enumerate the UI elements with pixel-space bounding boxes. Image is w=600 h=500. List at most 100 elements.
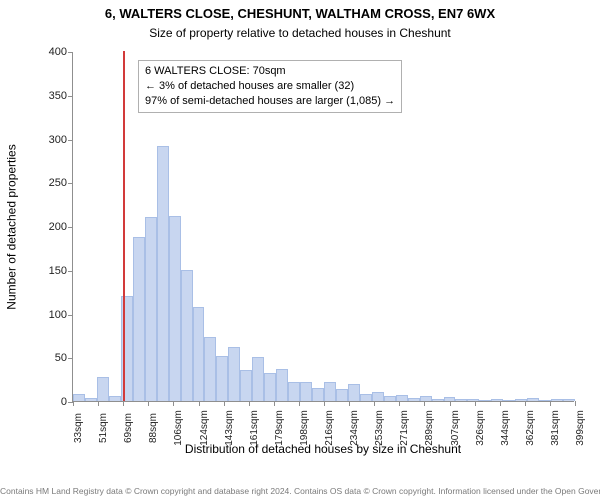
histogram-bar <box>384 396 396 401</box>
x-tick-label: 253sqm <box>374 410 385 446</box>
x-tick-label: 143sqm <box>224 410 235 446</box>
y-tick-mark <box>68 358 73 359</box>
x-tick-label: 33sqm <box>73 413 84 443</box>
histogram-bar <box>479 400 491 401</box>
annotation-line: ← 3% of detached houses are smaller (32) <box>145 79 395 94</box>
histogram-bar <box>133 237 145 402</box>
histogram-bar <box>193 307 205 402</box>
x-tick-mark <box>500 401 501 406</box>
x-tick-mark <box>525 401 526 406</box>
x-tick-label: 161sqm <box>249 410 260 446</box>
histogram-bar <box>324 382 336 401</box>
histogram-bar <box>336 389 348 401</box>
x-tick-label: 51sqm <box>98 413 109 443</box>
footer-credit: Contains HM Land Registry data © Crown c… <box>0 486 600 496</box>
x-tick-label: 216sqm <box>324 410 335 446</box>
y-tick-mark <box>68 183 73 184</box>
x-tick-label: 198sqm <box>299 410 310 446</box>
histogram-bar <box>467 399 479 401</box>
x-tick-label: 124sqm <box>199 410 210 446</box>
histogram-bar <box>288 382 300 401</box>
y-tick-mark <box>68 271 73 272</box>
histogram-bar <box>169 216 181 402</box>
title-line1: 6, WALTERS CLOSE, CHESHUNT, WALTHAM CROS… <box>0 6 600 21</box>
x-tick-mark <box>123 401 124 406</box>
figure: 6, WALTERS CLOSE, CHESHUNT, WALTHAM CROS… <box>0 0 600 500</box>
x-tick-label: 362sqm <box>525 410 536 446</box>
y-axis-label-text: Number of detached properties <box>5 144 19 309</box>
marker-line <box>123 51 125 401</box>
x-tick-mark <box>349 401 350 406</box>
x-tick-label: 326sqm <box>475 410 486 446</box>
x-tick-label: 307sqm <box>450 410 461 446</box>
x-tick-mark <box>450 401 451 406</box>
x-tick-label: 106sqm <box>173 410 184 446</box>
histogram-bar <box>85 398 97 402</box>
histogram-bar <box>264 373 276 401</box>
x-tick-label: 69sqm <box>123 413 134 443</box>
histogram-bar <box>420 396 432 401</box>
histogram-bar <box>455 399 467 401</box>
x-tick-label: 271sqm <box>399 410 410 446</box>
histogram-bar <box>312 388 324 401</box>
y-tick-mark <box>68 96 73 97</box>
x-axis-label: Distribution of detached houses by size … <box>72 442 574 456</box>
histogram-bar <box>204 337 216 401</box>
x-tick-mark <box>399 401 400 406</box>
annotation-line: 97% of semi-detached houses are larger (… <box>145 94 395 109</box>
histogram-bar <box>252 357 264 401</box>
x-tick-mark <box>324 401 325 406</box>
histogram-bar <box>348 384 360 402</box>
x-tick-mark <box>475 401 476 406</box>
histogram-bar <box>360 394 372 401</box>
x-tick-mark <box>374 401 375 406</box>
title-line2: Size of property relative to detached ho… <box>0 26 600 40</box>
histogram-bar <box>408 398 420 402</box>
histogram-bar <box>109 396 121 401</box>
y-tick-mark <box>68 52 73 53</box>
x-tick-label: 179sqm <box>274 410 285 446</box>
histogram-bar <box>216 356 228 402</box>
x-tick-mark <box>148 401 149 406</box>
annotation-line: 6 WALTERS CLOSE: 70sqm <box>145 64 395 79</box>
x-tick-mark <box>73 401 74 406</box>
x-tick-mark <box>299 401 300 406</box>
x-tick-mark <box>274 401 275 406</box>
x-tick-mark <box>424 401 425 406</box>
histogram-bar <box>300 382 312 401</box>
histogram-bar <box>527 398 539 401</box>
histogram-bar <box>181 270 193 401</box>
x-tick-label: 234sqm <box>349 410 360 446</box>
x-tick-label: 344sqm <box>500 410 511 446</box>
x-tick-label: 289sqm <box>424 410 435 446</box>
x-tick-mark <box>224 401 225 406</box>
x-tick-mark <box>173 401 174 406</box>
histogram-bar <box>563 399 575 401</box>
y-tick-mark <box>68 315 73 316</box>
histogram-bar <box>73 394 85 401</box>
x-tick-label: 399sqm <box>575 410 586 446</box>
histogram-bar <box>503 400 515 401</box>
histogram-bar <box>97 377 109 402</box>
y-tick-mark <box>68 227 73 228</box>
plot-area: 6 WALTERS CLOSE: 70sqm← 3% of detached h… <box>72 52 574 402</box>
histogram-bar <box>145 217 157 401</box>
x-tick-mark <box>249 401 250 406</box>
histogram-bar <box>551 399 563 401</box>
histogram-bar <box>228 347 240 401</box>
histogram-bar <box>491 399 503 401</box>
histogram-bar <box>372 392 384 401</box>
histogram-bar <box>396 395 408 401</box>
x-tick-mark <box>199 401 200 406</box>
histogram-bar <box>276 369 288 401</box>
x-tick-label: 381sqm <box>550 410 561 446</box>
y-axis-label: Number of detached properties <box>4 52 20 402</box>
histogram-bar <box>240 370 252 402</box>
y-tick-mark <box>68 140 73 141</box>
x-tick-mark <box>98 401 99 406</box>
histogram-bar <box>432 399 444 401</box>
histogram-bar <box>157 146 169 402</box>
x-tick-label: 88sqm <box>148 413 159 443</box>
annotation-box: 6 WALTERS CLOSE: 70sqm← 3% of detached h… <box>138 60 402 113</box>
x-tick-mark <box>550 401 551 406</box>
